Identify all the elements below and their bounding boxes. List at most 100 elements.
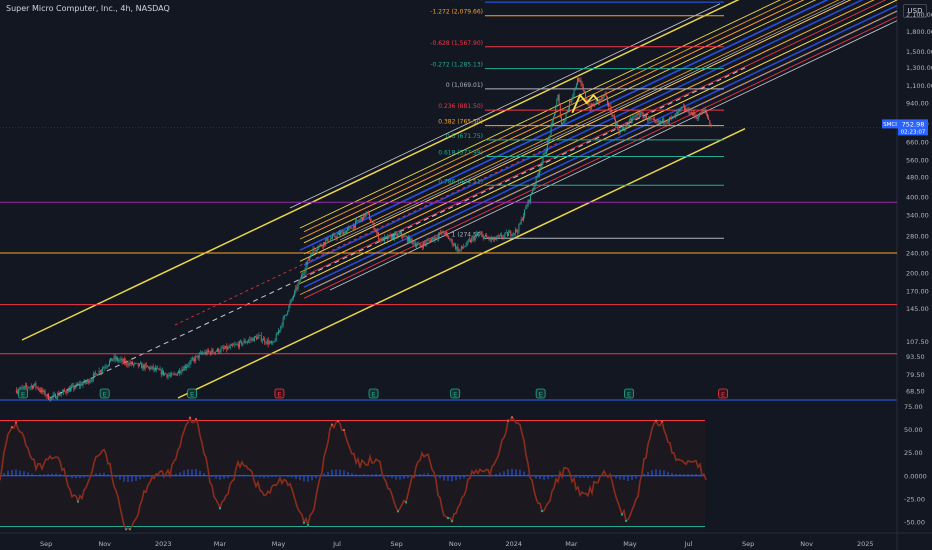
candle-body-183	[226, 346, 228, 350]
candle-body-384	[457, 246, 459, 252]
candle-body-429	[509, 231, 511, 233]
candle-body-519	[612, 115, 614, 117]
candle-body-226	[275, 333, 277, 342]
candle-body-48	[71, 386, 72, 388]
fan-line-6	[299, 0, 829, 251]
earnings-marker-4	[368, 388, 379, 399]
candle-body-263	[318, 245, 320, 249]
candle-body-156	[195, 356, 197, 361]
candle-body-351	[419, 243, 421, 247]
candle-body-524	[618, 129, 620, 134]
candle-body-555	[654, 119, 656, 121]
candle-body-254	[307, 260, 309, 261]
candle-body-47	[69, 387, 71, 392]
candle-body-526	[620, 129, 622, 131]
candle-body-295	[355, 221, 357, 228]
candle-body-480	[567, 108, 569, 111]
candle-body-538	[634, 115, 636, 117]
candle-body-559	[658, 120, 660, 123]
candle-body-471	[557, 94, 559, 101]
candle-body-458	[542, 155, 544, 163]
candle-body-130	[165, 373, 167, 375]
osc-pivot-6	[10, 426, 14, 429]
candle-body-133	[168, 375, 170, 376]
candle-body-562	[662, 118, 664, 122]
candle-body-551	[649, 117, 651, 119]
candle-body-82	[110, 358, 112, 362]
osc-tick-4: -25.00	[904, 495, 925, 503]
candle-body-101	[132, 361, 133, 365]
candle-body-382	[455, 244, 457, 249]
candle-body-255	[309, 257, 311, 261]
candle-body-114	[146, 365, 148, 367]
candle-body-484	[572, 94, 574, 99]
candle-body-603	[709, 120, 711, 125]
candle-body-345	[412, 240, 414, 245]
candle-body-493	[582, 86, 584, 91]
candle-body-460	[544, 152, 546, 154]
candle-body-413	[490, 237, 492, 240]
candle-body-459	[543, 152, 545, 156]
candle-body-356	[425, 243, 427, 244]
osc-pivot-328	[654, 419, 658, 422]
candle-body-192	[236, 344, 238, 345]
candle-body-404	[480, 233, 482, 235]
candle-body-282	[340, 232, 342, 236]
candle-body-553	[651, 118, 653, 120]
candle-body-581	[684, 106, 685, 110]
candle-body-467	[552, 116, 554, 121]
candle-body-403	[479, 233, 481, 235]
candle-body-448	[531, 193, 532, 195]
candle-body-474	[560, 117, 562, 125]
candle-body-175	[217, 348, 219, 352]
osc-pivot-313	[624, 519, 628, 523]
price-tick-14: 200.00	[906, 270, 929, 278]
candle-body-291	[350, 227, 352, 229]
fan-line-18	[299, 10, 898, 296]
candle-body-370	[441, 231, 443, 234]
candle-body-160	[199, 352, 201, 354]
candle-body-298	[358, 220, 360, 222]
candle-body-55	[79, 384, 81, 386]
price-badge	[898, 119, 928, 136]
candle-body-235	[286, 314, 288, 315]
candle-body-591	[695, 115, 697, 117]
fan-line-13	[303, 0, 887, 277]
candle-body-61	[86, 381, 87, 383]
candle-body-350	[418, 243, 420, 245]
candle-body-251	[304, 270, 306, 274]
candle-body-223	[272, 342, 274, 344]
candle-body-58	[82, 383, 84, 386]
candle-body-604	[710, 124, 712, 127]
candle-body-248	[301, 275, 302, 280]
candle-body-512	[604, 93, 606, 96]
candle-body-367	[437, 235, 439, 239]
candle-body-283	[341, 231, 343, 233]
candle-body-327	[391, 235, 393, 240]
candle-body-436	[517, 231, 519, 233]
candle-body-461	[546, 150, 547, 154]
candle-body-103	[134, 363, 136, 365]
candle-body-414	[491, 239, 493, 240]
candle-body-86	[114, 356, 116, 360]
candle-body-410	[487, 237, 489, 238]
currency-button[interactable]: USD	[903, 4, 927, 18]
candle-body-588	[692, 112, 693, 115]
candle-body-430	[510, 231, 512, 236]
candle-body-285	[343, 231, 345, 236]
candle-body-520	[613, 115, 615, 120]
candle-body-406	[482, 234, 484, 239]
candle-body-395	[470, 239, 472, 243]
osc-pivot-331	[660, 420, 664, 423]
candle-body-96	[126, 361, 128, 365]
candle-body-561	[661, 121, 662, 122]
candle-body-64	[89, 381, 91, 384]
osc-pivot-98	[194, 418, 198, 421]
osc-pivot-311	[620, 513, 624, 516]
candle-body-427	[506, 232, 508, 236]
candle-body-594	[698, 112, 700, 117]
candle-body-505	[596, 100, 598, 102]
candle-body-253	[306, 260, 308, 265]
